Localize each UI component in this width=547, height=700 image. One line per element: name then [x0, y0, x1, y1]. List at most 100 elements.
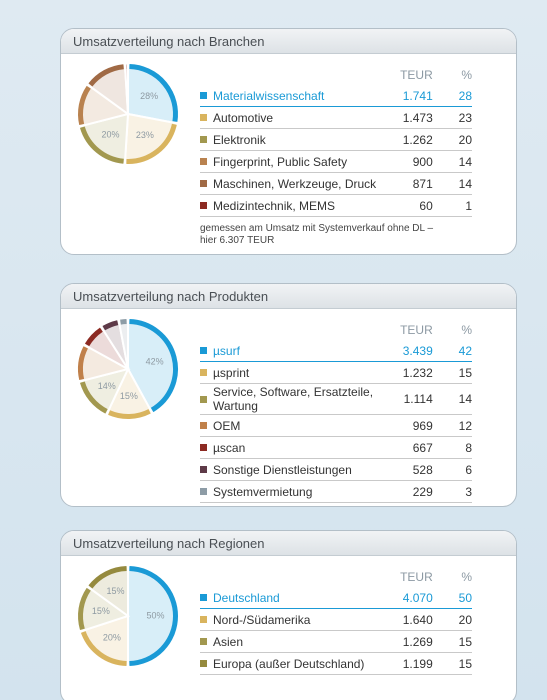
category-label: Sonstige Dienstleistungen [213, 462, 352, 477]
card-title: Umsatzverteilung nach Regionen [61, 531, 516, 556]
legend-swatch [200, 202, 207, 209]
pie-chart: 28% 23% 20% [77, 62, 179, 165]
pie-rim [84, 327, 103, 347]
column-header: TEUR [400, 67, 433, 82]
table-row: Systemvermietung 229 3 [200, 481, 472, 503]
category-label: Materialwissenschaft [213, 88, 325, 103]
teur-value: 969 [412, 418, 433, 433]
table-row: Maschinen, Werkzeuge, Druck 871 14 [200, 173, 472, 195]
slice-label: 15% [107, 586, 125, 596]
card-title: Umsatzverteilung nach Produkten [61, 284, 516, 309]
category-label: Fingerprint, Public Safety [213, 154, 348, 169]
legend-swatch [200, 180, 207, 187]
category-label: Systemvermietung [213, 484, 313, 499]
slice-label: 15% [120, 391, 138, 401]
pie-rim [80, 631, 127, 666]
pie-rim [129, 64, 178, 122]
percent-value: 20 [458, 132, 473, 147]
pie-rim [79, 126, 124, 164]
legend-swatch [200, 660, 207, 667]
table-row: Medizintechnik, MEMS 60 1 [200, 195, 472, 217]
category-label: µscan [213, 440, 246, 455]
category-label: Nord-/Südamerika [213, 612, 311, 627]
table: TEUR% µsurf 3.439 42 µsprint 1.232 15 Service, … [200, 319, 472, 503]
table-row: Elektronik 1.262 20 [200, 129, 472, 151]
table: TEUR% Deutschland 4.070 50 Nord-/Südamerika 1… [200, 566, 472, 675]
percent-value: 14 [458, 176, 473, 191]
pie-rim [102, 320, 119, 331]
spacer [200, 326, 207, 333]
slice-label: 15% [92, 606, 110, 616]
table-row: OEM 969 12 [200, 415, 472, 437]
pie-rim [79, 381, 108, 414]
teur-value: 528 [412, 462, 433, 477]
teur-value: 1.262 [402, 132, 433, 147]
table-row: µsurf 3.439 42 [200, 340, 472, 362]
column-header: % [461, 322, 473, 337]
legend-swatch [200, 422, 207, 429]
table-row: Sonstige Dienstleistungen 528 6 [200, 459, 472, 481]
teur-value: 3.439 [402, 343, 433, 358]
table-row: Nord-/Südamerika 1.640 20 [200, 609, 472, 631]
pie-rim [129, 566, 179, 666]
table-row: µsprint 1.232 15 [200, 362, 472, 384]
teur-value: 1.741 [402, 88, 433, 103]
pie-rim [88, 566, 127, 589]
pie-rim [120, 319, 127, 325]
slice-label: 20% [101, 130, 119, 140]
category-label: µsurf [213, 343, 240, 358]
category-label: Medizintechnik, MEMS [213, 198, 336, 213]
teur-value: 1.473 [402, 110, 433, 125]
legend-swatch [200, 136, 207, 143]
column-header: TEUR [400, 569, 433, 584]
category-label: Deutschland [213, 590, 280, 605]
table-row: Deutschland 4.070 50 [200, 587, 472, 609]
category-label: Asien [213, 634, 244, 649]
percent-value: 6 [465, 462, 473, 477]
slice-label: 50% [146, 610, 164, 620]
teur-value: 900 [412, 154, 433, 169]
percent-value: 8 [465, 440, 473, 455]
teur-value: 1.269 [402, 634, 433, 649]
category-label: Automotive [213, 110, 274, 125]
legend-swatch [200, 594, 207, 601]
percent-value: 28 [458, 88, 473, 103]
table-row: µscan 667 8 [200, 437, 472, 459]
pie-chart: 50% 20% 15% 15% [77, 564, 179, 668]
slice-label: 42% [146, 357, 164, 367]
teur-value: 4.070 [402, 590, 433, 605]
spacer [200, 71, 207, 78]
percent-value: 3 [465, 484, 473, 499]
pie-rim [129, 319, 178, 413]
pie-chart: 42% 15% 14% [77, 317, 179, 420]
table-row: Automotive 1.473 23 [200, 107, 472, 129]
percent-value: 1 [465, 198, 473, 213]
pie-slice [123, 62, 129, 115]
legend-swatch [200, 638, 207, 645]
percent-value: 14 [458, 392, 473, 406]
table-header: TEUR% [200, 64, 472, 85]
teur-value: 1.199 [402, 656, 433, 671]
legend-swatch [200, 92, 207, 99]
table-row: Service, Software, Ersatzteile, Wartung 1… [200, 384, 472, 415]
pie-rim [108, 409, 151, 419]
table-row: Europa (außer Deutschland) 1.199 15 [200, 653, 472, 675]
percent-value: 42 [458, 343, 473, 358]
legend-swatch [200, 444, 207, 451]
slice-label: 14% [98, 381, 116, 391]
category-label: Elektronik [213, 132, 266, 147]
legend-swatch [200, 466, 207, 473]
percent-value: 50 [458, 590, 473, 605]
teur-value: 1.114 [403, 392, 433, 406]
percent-value: 12 [458, 418, 473, 433]
slice-label: 23% [136, 130, 154, 140]
teur-value: 1.640 [402, 612, 433, 627]
card: Umsatzverteilung nach Branchen 28% 23% 20% T… [60, 28, 517, 255]
legend-swatch [200, 347, 207, 354]
table-header: TEUR% [200, 566, 472, 587]
table-header: TEUR% [200, 319, 472, 340]
percent-value: 20 [458, 612, 473, 627]
footnote: gemessen am Umsatz mit Systemverkauf ohn… [200, 223, 434, 246]
percent-value: 15 [458, 656, 473, 671]
